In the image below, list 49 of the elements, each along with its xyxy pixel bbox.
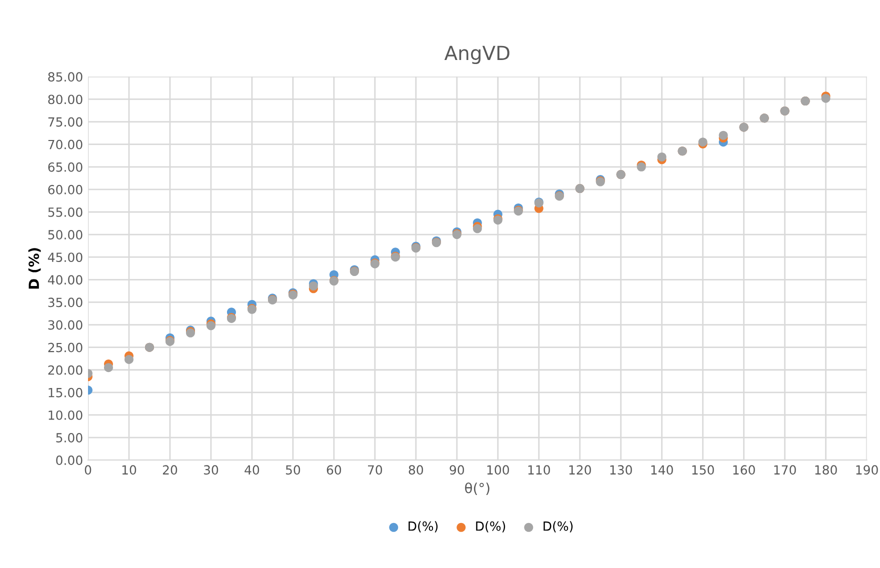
legend-label: D(%) xyxy=(544,521,573,532)
y-tick-label: 15.00 xyxy=(48,388,82,398)
point xyxy=(718,130,728,140)
x-tick-label: 60 xyxy=(326,465,342,475)
x-tick-label: 0 xyxy=(84,465,92,475)
x-tick-label: 180 xyxy=(815,465,837,475)
y-tick-label: 30.00 xyxy=(48,320,82,330)
x-tick-label: 80 xyxy=(408,465,424,475)
y-tick-label: 35.00 xyxy=(48,298,82,308)
legend-label: D(%) xyxy=(476,521,506,532)
legend-label: D(%) xyxy=(408,521,438,532)
point xyxy=(472,224,482,234)
x-tick-label: 170 xyxy=(774,465,796,475)
y-tick-label: 75.00 xyxy=(48,117,82,127)
y-tick-label: 65.00 xyxy=(48,162,82,172)
point xyxy=(124,354,134,364)
x-tick-label: 100 xyxy=(487,465,509,475)
point xyxy=(657,152,666,162)
x-tick-label: 40 xyxy=(244,465,260,475)
y-tick-label: 10.00 xyxy=(48,410,82,420)
y-tick-label: 45.00 xyxy=(48,252,82,262)
y-tick-label: 80.00 xyxy=(48,94,82,104)
x-tick-label: 70 xyxy=(368,465,382,475)
y-tick-label: 0.00 xyxy=(56,456,82,466)
x-tick-label: 10 xyxy=(122,465,136,475)
x-tick-label: 110 xyxy=(528,465,550,475)
y-tick-label: 70.00 xyxy=(48,140,82,150)
x-tick-label: 140 xyxy=(651,465,673,475)
chart-title: AngVD xyxy=(444,46,510,64)
y-tick-label: 20.00 xyxy=(48,365,82,375)
y-tick-label: 85.00 xyxy=(48,72,82,82)
x-tick-label: 160 xyxy=(733,465,755,475)
x-tick-label: 90 xyxy=(450,465,464,475)
y-tick-label: 25.00 xyxy=(48,342,82,352)
y-axis-title: D (%) xyxy=(28,248,41,289)
x-tick-label: 130 xyxy=(610,465,632,475)
x-tick-label: 190 xyxy=(856,465,878,475)
y-tick-label: 50.00 xyxy=(48,230,82,240)
x-tick-label: 120 xyxy=(569,465,591,475)
point xyxy=(104,363,113,372)
y-tick-label: 55.00 xyxy=(48,207,82,217)
x-tick-label: 20 xyxy=(162,465,178,475)
x-tick-label: 30 xyxy=(204,465,218,475)
y-tick-label: 5.00 xyxy=(56,433,82,442)
y-tick-label: 40.00 xyxy=(48,275,82,285)
x-axis-title: θ(°) xyxy=(465,482,490,495)
x-tick-label: 50 xyxy=(286,465,300,475)
x-tick-label: 150 xyxy=(692,465,714,475)
y-tick-label: 60.00 xyxy=(48,184,82,194)
